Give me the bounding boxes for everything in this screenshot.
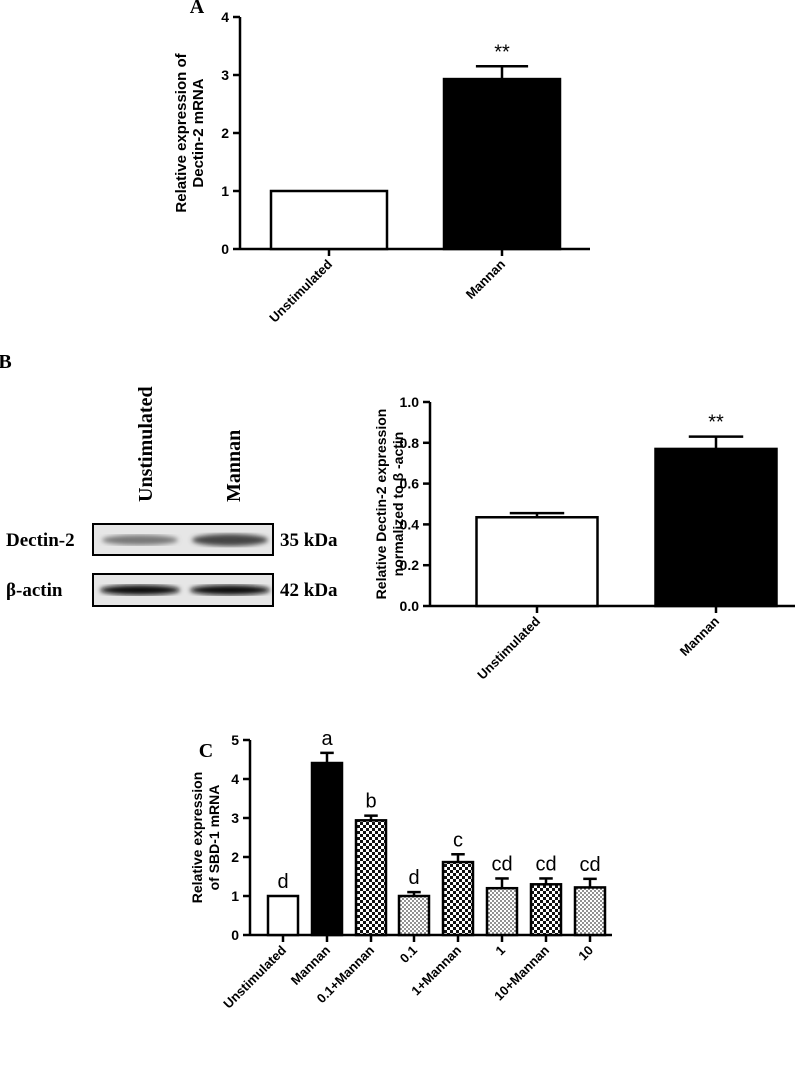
- bar: [485, 886, 519, 937]
- x-tick-label: 10: [575, 943, 596, 964]
- x-tick-label: Mannan: [677, 613, 722, 658]
- bar: [269, 189, 389, 251]
- y-axis-label: normalized to β -actin: [390, 432, 406, 577]
- bar: [529, 883, 563, 937]
- blot-size: 35 kDa: [280, 530, 338, 551]
- significance-label: b: [365, 791, 376, 813]
- x-tick-label: Unstimulated: [220, 942, 289, 1011]
- y-axis-label: Relative expression: [189, 772, 205, 904]
- x-tick-label: Mannan: [288, 942, 333, 987]
- significance-label: **: [708, 412, 724, 434]
- panel-label: C: [199, 740, 213, 762]
- y-tick-label: 0: [231, 927, 239, 943]
- band: [190, 585, 270, 595]
- y-tick-label: 1: [221, 183, 229, 199]
- bar: [475, 516, 599, 608]
- y-axis-label: of SBD-1 mRNA: [206, 785, 222, 891]
- x-tick-label: Unstimulated: [474, 613, 543, 682]
- y-tick-label: 1.0: [400, 394, 420, 410]
- significance-label: d: [277, 871, 288, 893]
- y-tick-label: 4: [221, 9, 229, 25]
- significance-label: a: [321, 728, 333, 750]
- y-tick-label: 3: [221, 67, 229, 83]
- bar: [266, 894, 300, 937]
- x-tick-label: 0.1: [397, 943, 420, 966]
- y-tick-label: 2: [221, 125, 229, 141]
- y-tick-label: 0.8: [400, 435, 420, 451]
- blot-row-label: Dectin-2: [6, 530, 75, 551]
- significance-label: c: [453, 829, 463, 851]
- significance-label: cd: [491, 853, 512, 875]
- y-axis-label: Relative Dectin-2 expression: [373, 409, 389, 600]
- bar: [397, 894, 431, 937]
- y-tick-label: 1: [231, 888, 239, 904]
- y-tick-label: 5: [231, 732, 239, 748]
- y-axis-label: Relative expression of: [173, 52, 190, 212]
- bar: [354, 819, 388, 937]
- panel-label: A: [190, 0, 205, 18]
- y-tick-label: 0.0: [400, 598, 420, 614]
- y-tick-label: 4: [231, 771, 239, 787]
- blot-column: Unstimulated: [135, 386, 157, 502]
- bar: [573, 886, 607, 937]
- band: [192, 534, 268, 546]
- bar: [654, 447, 778, 608]
- band: [100, 585, 180, 595]
- x-tick-label: 1: [492, 943, 508, 959]
- x-tick-label: Mannan: [463, 256, 508, 301]
- y-tick-label: 2: [231, 849, 239, 865]
- y-axis-label: Dectin-2 mRNA: [190, 78, 207, 187]
- y-tick-label: 0: [221, 241, 229, 257]
- blot-column: Mannan: [223, 430, 245, 502]
- y-tick-label: 3: [231, 810, 239, 826]
- bar: [442, 77, 562, 251]
- western-blot: Unstimulated Mannan Dectin-2 35 kDa β-ac…: [6, 386, 338, 607]
- significance-label: cd: [535, 853, 556, 875]
- bar: [310, 761, 344, 937]
- y-tick-label: 0.4: [400, 516, 420, 532]
- significance-label: d: [408, 867, 419, 889]
- band: [102, 535, 178, 545]
- blot-size: 42 kDa: [280, 580, 338, 601]
- significance-label: **: [494, 41, 510, 63]
- significance-label: cd: [579, 854, 600, 876]
- panel-label: B: [0, 351, 12, 373]
- x-tick-label: Unstimulated: [266, 256, 335, 325]
- y-tick-label: 0.2: [400, 557, 420, 573]
- y-tick-label: 0.6: [400, 476, 420, 492]
- blot-row-label: β-actin: [6, 580, 63, 601]
- bar: [441, 860, 475, 937]
